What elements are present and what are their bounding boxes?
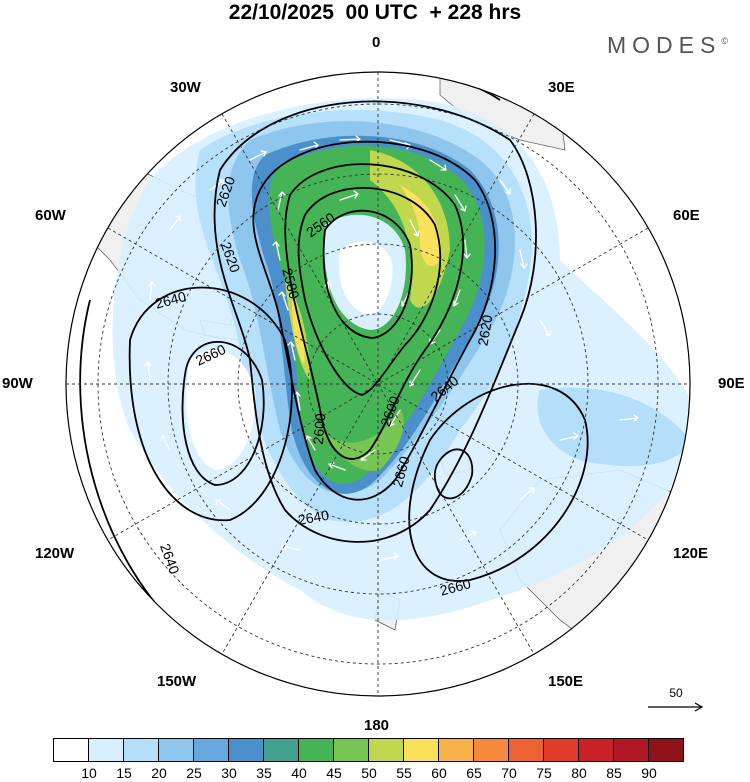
colorbar-swatch bbox=[473, 738, 509, 762]
colorbar-tick-label: 20 bbox=[151, 765, 167, 781]
map-field bbox=[66, 72, 690, 696]
graticule bbox=[66, 72, 690, 696]
contour-2660-east bbox=[408, 382, 589, 582]
lon-label-30e: 30E bbox=[548, 79, 575, 96]
contour-label: 2600 bbox=[310, 412, 329, 445]
colorbar-tick-label: 65 bbox=[466, 765, 482, 781]
contour-2640 bbox=[213, 100, 537, 543]
colorbar-tick-label: 30 bbox=[221, 765, 237, 781]
lon-label-0: 0 bbox=[372, 34, 381, 51]
colorbar-tick-label: 15 bbox=[116, 765, 132, 781]
contour-label: 2640 bbox=[153, 288, 187, 312]
colorbar-swatch bbox=[333, 738, 369, 762]
lon-label-30w: 30W bbox=[170, 79, 201, 96]
colorbar-swatch bbox=[263, 738, 299, 762]
contour-label: 2640 bbox=[157, 541, 183, 576]
colorbar-tick-label: 40 bbox=[291, 765, 307, 781]
map-title: 22/10/2025 00 UTC + 228 hrs bbox=[228, 1, 522, 24]
brand-logo: MODES© bbox=[607, 32, 728, 59]
lon-label-60e: 60E bbox=[673, 207, 700, 224]
colorbar-swatch bbox=[228, 738, 264, 762]
contour-label: 2660 bbox=[438, 575, 472, 599]
contour-2660-small bbox=[433, 448, 474, 500]
colorbar-tick-label: 25 bbox=[186, 765, 202, 781]
colorbar-tick-label: 50 bbox=[361, 765, 377, 781]
colorbar-swatch bbox=[403, 738, 439, 762]
colorbar-tick-label: 10 bbox=[81, 765, 97, 781]
lon-label-120w: 120W bbox=[35, 545, 75, 562]
lon-label-150w: 150W bbox=[157, 673, 197, 690]
colorbar-swatch bbox=[53, 738, 89, 762]
contour-2620 bbox=[252, 140, 496, 501]
brand-name: MODES bbox=[607, 32, 722, 58]
colorbar-tick-label: 35 bbox=[256, 765, 272, 781]
contour-2580 bbox=[297, 187, 442, 396]
contour-2640-west bbox=[128, 286, 293, 522]
jet-west-60 bbox=[292, 300, 305, 365]
colorbar-swatch bbox=[88, 738, 124, 762]
contour-2660-west bbox=[181, 341, 265, 486]
colorbar-swatch bbox=[438, 738, 474, 762]
wind-vectors bbox=[144, 135, 639, 561]
east-band-shade bbox=[537, 387, 690, 466]
colorbar-swatch bbox=[123, 738, 159, 762]
colorbar-swatch bbox=[193, 738, 229, 762]
lon-label-120e: 120E bbox=[673, 545, 709, 562]
low-hole-west bbox=[186, 350, 256, 470]
colorbar-swatch bbox=[368, 738, 404, 762]
colorbar-tick-label: 75 bbox=[536, 765, 552, 781]
colorbar-swatch bbox=[613, 738, 649, 762]
contour-label: 2640 bbox=[297, 507, 331, 528]
lon-label-150e: 150E bbox=[548, 673, 584, 690]
colorbar-swatch bbox=[508, 738, 544, 762]
colorbar-tick-label: 85 bbox=[606, 765, 622, 781]
contour-label: 2580 bbox=[279, 266, 303, 300]
colorbar-tick-label: 55 bbox=[396, 765, 412, 781]
map-boundary bbox=[65, 71, 691, 697]
lon-label-180: 180 bbox=[364, 717, 390, 734]
colorbar-swatch bbox=[543, 738, 579, 762]
colorbar-tick-label: 70 bbox=[501, 765, 517, 781]
colorbar-swatch bbox=[298, 738, 334, 762]
contour-2600 bbox=[284, 163, 464, 460]
contour-label: 2660 bbox=[389, 454, 413, 488]
jet-core-55 bbox=[370, 150, 450, 308]
copyright-mark: © bbox=[721, 36, 728, 46]
colorbar-tick-label: 45 bbox=[326, 765, 342, 781]
vector-reference: 50 bbox=[648, 686, 704, 719]
colorbar-tick-label: 90 bbox=[641, 765, 657, 781]
jet-core-60 bbox=[400, 185, 441, 266]
lon-label-90w: 90W bbox=[2, 375, 33, 392]
contour-label: 2620 bbox=[474, 313, 495, 347]
colorbar-tick-label: 80 bbox=[571, 765, 587, 781]
lon-label-90e: 90E bbox=[718, 375, 745, 392]
colorbar-swatch bbox=[578, 738, 614, 762]
vector-reference-arrow-icon bbox=[648, 702, 704, 712]
lon-label-60w: 60W bbox=[35, 207, 66, 224]
polar-hole-core bbox=[338, 241, 393, 315]
colorbar-tick-label: 60 bbox=[431, 765, 447, 781]
colorbar-swatch bbox=[158, 738, 194, 762]
colorbar bbox=[53, 738, 684, 762]
colorbar-swatch bbox=[648, 738, 684, 762]
vector-reference-value: 50 bbox=[669, 686, 683, 700]
